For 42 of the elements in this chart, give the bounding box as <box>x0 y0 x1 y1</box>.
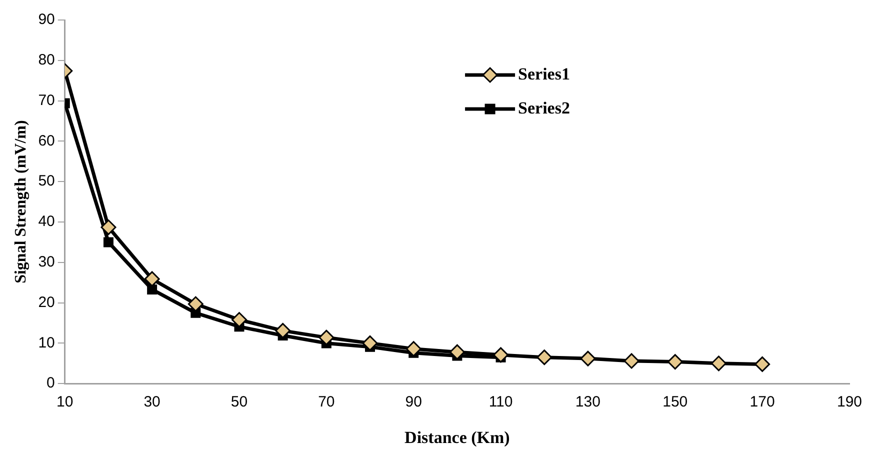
point <box>275 322 291 338</box>
point <box>493 347 509 363</box>
point <box>144 271 160 287</box>
x-tick-label: 30 <box>144 394 160 411</box>
y-tick-label: 90 <box>38 11 55 28</box>
x-tick-label: 190 <box>836 394 862 411</box>
y-axis-title: Signal Strength (mV/m) <box>12 120 30 284</box>
point <box>667 354 683 370</box>
point <box>580 350 596 366</box>
x-tick-label: 70 <box>318 394 335 411</box>
y-tick-label: 20 <box>38 294 55 311</box>
y-tick-label: 60 <box>38 132 55 150</box>
point <box>231 312 247 328</box>
point <box>188 296 204 312</box>
x-tick-label: 110 <box>488 394 513 411</box>
x-tick-label: 150 <box>662 394 688 411</box>
point <box>362 335 378 351</box>
y-tick-label: 70 <box>38 92 55 109</box>
x-tick-label: 50 <box>230 394 248 411</box>
point <box>406 341 422 357</box>
point <box>624 353 640 369</box>
point <box>103 237 114 248</box>
point <box>100 220 116 235</box>
y-tick-label: 10 <box>38 334 55 352</box>
point <box>318 330 334 346</box>
point <box>754 356 770 372</box>
point <box>449 344 465 360</box>
legend-label: Series1 <box>518 64 570 84</box>
point <box>536 350 552 366</box>
point <box>710 356 726 372</box>
point <box>147 284 158 294</box>
y-tick-label: 0 <box>46 374 55 392</box>
y-tick-label: 80 <box>38 52 55 69</box>
y-tick-label: 50 <box>38 172 55 190</box>
x-axis-title: Distance (Km) <box>404 428 510 448</box>
x-tick-label: 130 <box>575 394 600 411</box>
x-tick-label: 10 <box>56 394 74 411</box>
y-tick-label: 40 <box>38 213 55 230</box>
legend-label: Series2 <box>518 98 570 118</box>
y-tick-label: 30 <box>38 254 55 271</box>
x-tick-label: 170 <box>750 394 775 411</box>
x-tick-label: 90 <box>405 394 422 411</box>
